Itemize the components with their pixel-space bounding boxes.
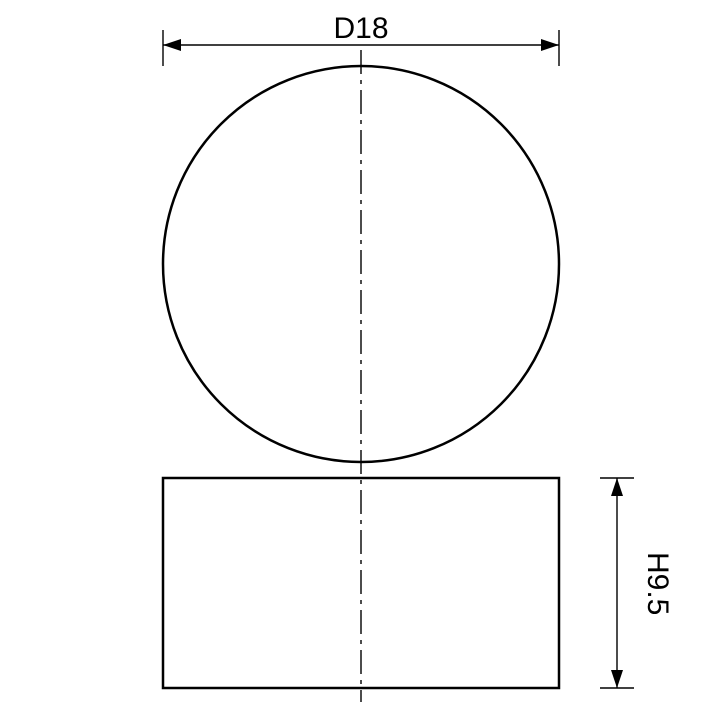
height-dimension: H9.5 [600, 478, 674, 688]
height-label: H9.5 [641, 552, 674, 615]
diameter-label: D18 [333, 12, 388, 45]
arrow-down-icon [611, 670, 623, 688]
arrow-up-icon [611, 478, 623, 496]
arrow-left-icon [163, 39, 181, 51]
drawing-canvas: D18 H9.5 [0, 0, 720, 720]
arrow-right-icon [541, 39, 559, 51]
